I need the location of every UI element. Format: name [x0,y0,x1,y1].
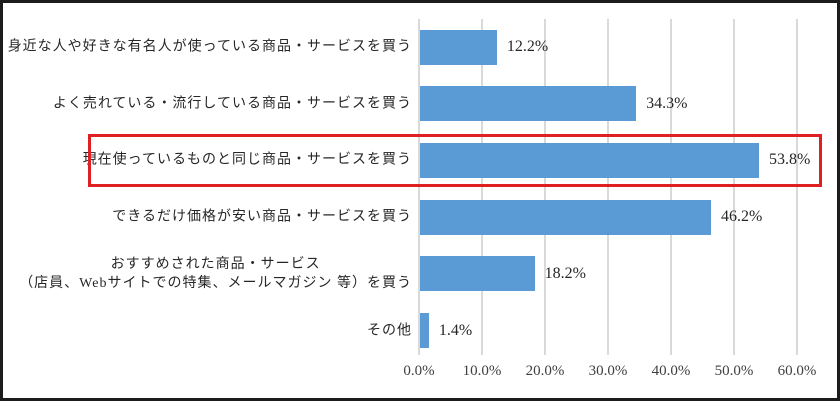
category-label: できるだけ価格が安い商品・サービスを買う [112,209,412,225]
value-label: 1.4% [438,321,473,339]
gridlines-layer [3,3,837,398]
gridline [670,19,672,355]
bar [420,29,497,65]
bar [420,256,535,292]
gridline [418,19,420,355]
x-tick-label: 50.0% [714,363,754,379]
gridline [607,19,609,355]
value-label: 12.2% [506,38,549,55]
highlight-box [88,134,822,187]
bar [420,199,712,235]
x-tick-label: 20.0% [525,363,565,379]
gridline [544,19,546,355]
x-tick-label: 60.0% [777,363,817,379]
value-label: 46.2% [721,208,763,226]
category-labels-layer: 身近な人や好きな有名人が使っている商品・サービスを買うよく売れている・流行してい… [3,3,837,398]
x-tick-label: 40.0% [651,363,691,379]
bar [420,142,759,178]
bar [420,313,429,348]
gridline [481,19,483,355]
x-axis-layer: 0.0% 10.0% 20.0% 30.0% 40.0% 50.0% 60.0% [3,3,837,398]
category-label: 身近な人や好きな有名人が使っている商品・サービスを買う [7,39,412,55]
gridline [796,19,798,355]
bar-chart: 身近な人や好きな有名人が使っている商品・サービスを買うよく売れている・流行してい… [3,3,837,398]
bar [420,86,637,122]
category-label: その他 [367,323,412,338]
x-tick-label: 0.0% [403,363,435,379]
category-label: よく売れている・流行している商品・サービスを買う [52,96,412,112]
value-label: 18.2% [544,264,586,282]
x-tick-label: 10.0% [462,363,502,379]
gridline [733,19,735,355]
value-label: 53.8% [768,151,811,169]
category-label: おすすめされた商品・サービス （店員、Webサイトでの特集、メールマガジン 等）… [19,256,412,291]
value-label: 34.3% [646,94,688,112]
category-label: 現在使っているものと同じ商品・サービスを買う [82,152,412,168]
bars-layer [3,3,837,398]
value-labels-layer: 12.2% 34.3% 53.8% 46.2% 18.2% 1.4% [3,3,837,398]
x-tick-label: 30.0% [588,363,628,379]
